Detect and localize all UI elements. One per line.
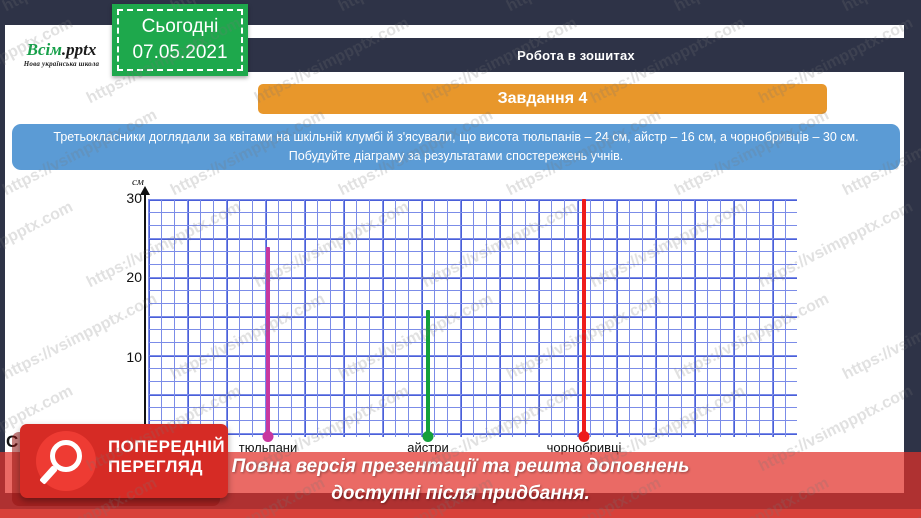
- chart-grid: [148, 199, 797, 437]
- watermark-tile: https://vsimppptx.com: [336, 0, 496, 16]
- bar-чорнобривці: [578, 199, 590, 442]
- task-statement-text: Третьокласники доглядали за квітами на ш…: [53, 129, 859, 163]
- bar-chart: см 10 20 30 тюльпани айстри чорнобривці: [118, 176, 818, 466]
- bar-base-dot: [262, 430, 274, 442]
- y-axis-unit-label: см: [132, 176, 144, 188]
- watermark-tile: https://vsimppptx.com: [840, 0, 921, 16]
- date-badge: Сьогодні 07.05.2021: [112, 4, 248, 76]
- header-bar: Робота в зошитах: [248, 38, 904, 72]
- preview-footer-line: [0, 509, 921, 518]
- bar-айстри: [422, 310, 434, 442]
- brand-logo: Всім.pptx Нова українська школа: [5, 25, 118, 83]
- magnifier-handle: [39, 465, 58, 485]
- watermark-tile: https://vsimppptx.com: [504, 0, 664, 16]
- bar-base-dot: [578, 431, 590, 442]
- bar-base-dot: [422, 430, 434, 442]
- task-banner: Завдання 4: [258, 84, 827, 114]
- category-label-тюльпани: тюльпани: [238, 440, 298, 455]
- date-badge-label: Сьогодні: [141, 16, 219, 38]
- y-axis-tick-20: 20: [126, 269, 142, 286]
- logo-name-primary: Всім: [26, 39, 62, 59]
- preview-badge-line-2: ПЕРЕГЛЯД: [108, 457, 203, 477]
- logo-subtitle: Нова українська школа: [23, 59, 100, 68]
- page-title: Робота в зошитах: [517, 47, 635, 63]
- magnifier-lens: [50, 440, 82, 472]
- logo-name-secondary: .pptx: [61, 39, 97, 59]
- category-label-айстри: айстри: [407, 440, 449, 455]
- preview-badge-line-1: ПОПЕРЕДНІЙ: [108, 437, 226, 456]
- date-badge-value: 07.05.2021: [132, 42, 228, 63]
- preview-watermark-message: Повна версія презентації та решта доповн…: [0, 454, 921, 507]
- y-axis-line: [140, 186, 150, 437]
- preview-message-line-2: доступні після придбання.: [331, 482, 590, 504]
- preview-message-line-1: Повна версія презентації та решта доповн…: [231, 456, 690, 477]
- magnifier-icon: [36, 431, 96, 491]
- task-banner-label: Завдання 4: [497, 90, 588, 107]
- logo-wordmark: Всім.pptx: [27, 41, 97, 58]
- bar-тюльпани: [262, 246, 274, 442]
- preview-badge-text: ПОПЕРЕДНІЙ ПЕРЕГЛЯД: [108, 437, 225, 478]
- task-statement-box: Третьокласники доглядали за квітами на ш…: [12, 124, 900, 170]
- category-label-чорнобривці: чорнобривці: [546, 440, 622, 455]
- y-axis-tick-30: 30: [126, 190, 142, 206]
- watermark-tile: https://vsimppptx.com: [672, 0, 832, 16]
- y-axis-tick-10: 10: [126, 348, 142, 365]
- preview-badge[interactable]: ПОПЕРЕДНІЙ ПЕРЕГЛЯД: [20, 424, 228, 498]
